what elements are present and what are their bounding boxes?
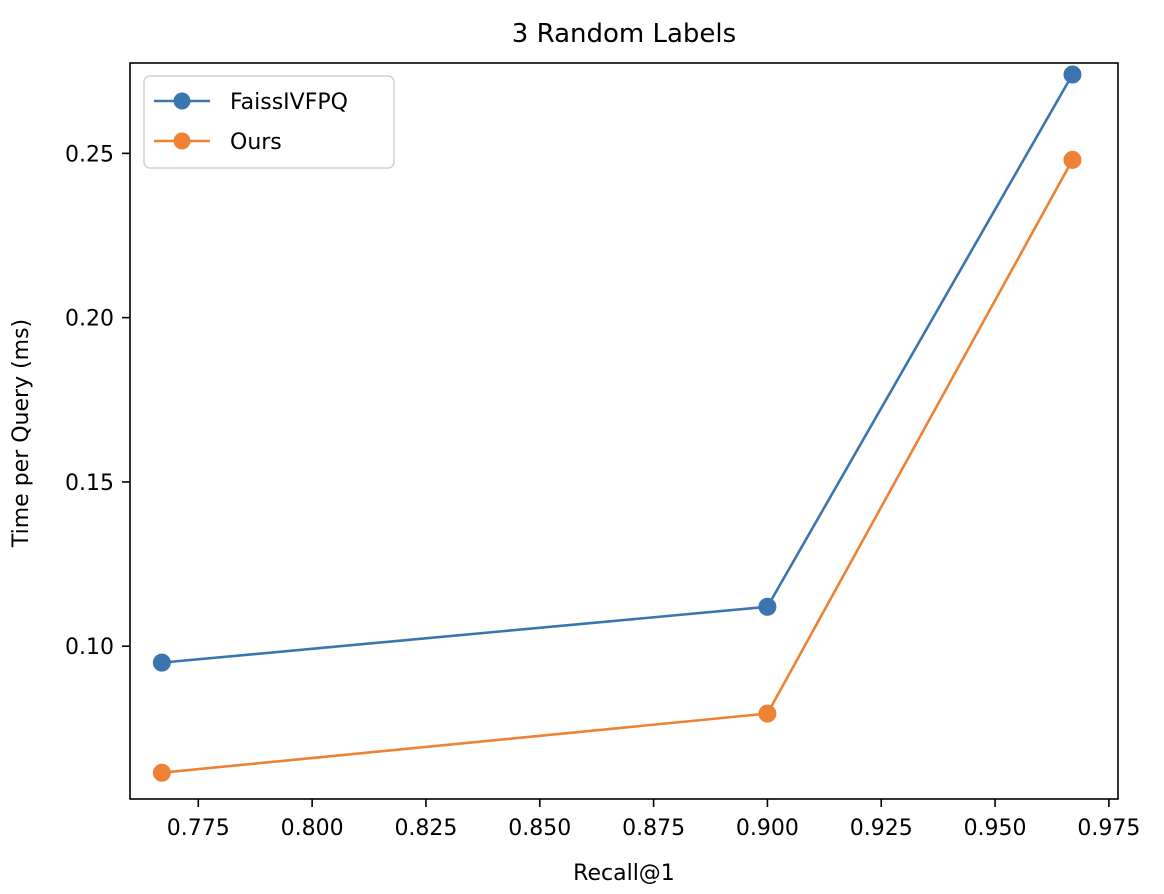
x-axis-label: Recall@1: [573, 861, 675, 886]
x-tick-label: 0.875: [622, 816, 685, 841]
x-tick-label: 0.775: [167, 816, 230, 841]
x-tick-label: 0.950: [964, 816, 1027, 841]
x-tick-label: 0.975: [1077, 816, 1140, 841]
y-tick-label: 0.15: [65, 471, 114, 496]
x-axis-ticks: 0.775 0.800 0.825 0.850 0.875 0.900 0.925 0.950…: [167, 799, 1140, 841]
y-axis-ticks: 0.10 0.15 0.20 0.25: [65, 142, 130, 660]
legend-marker: [173, 132, 191, 150]
y-tick-label: 0.20: [65, 307, 114, 332]
axes-frame: [129, 62, 1119, 800]
data-point-faissivfpq: [152, 653, 171, 672]
data-point-faissivfpq: [1063, 65, 1082, 84]
legend-frame: [143, 75, 395, 169]
x-tick-label: 0.800: [281, 816, 344, 841]
legend: FaissIVFPQ Ours: [143, 75, 395, 169]
legend-entries: FaissIVFPQ Ours: [154, 90, 348, 155]
data-point-ours: [1063, 150, 1082, 169]
x-tick-label: 0.925: [850, 816, 913, 841]
plot-area: [152, 65, 1082, 782]
y-axis-label: Time per Query (ms): [9, 319, 34, 548]
legend-label: Ours: [230, 130, 282, 155]
x-tick-label: 0.825: [394, 816, 457, 841]
x-tick-label: 0.850: [508, 816, 571, 841]
data-point-ours: [758, 704, 777, 723]
chart-title: 3 Random Labels: [512, 19, 736, 49]
y-tick-label: 0.25: [65, 142, 114, 167]
data-point-ours: [152, 763, 171, 782]
data-point-faissivfpq: [758, 597, 777, 616]
x-tick-label: 0.900: [736, 816, 799, 841]
legend-label: FaissIVFPQ: [230, 90, 348, 115]
legend-marker: [173, 92, 191, 110]
y-tick-label: 0.10: [65, 635, 114, 660]
